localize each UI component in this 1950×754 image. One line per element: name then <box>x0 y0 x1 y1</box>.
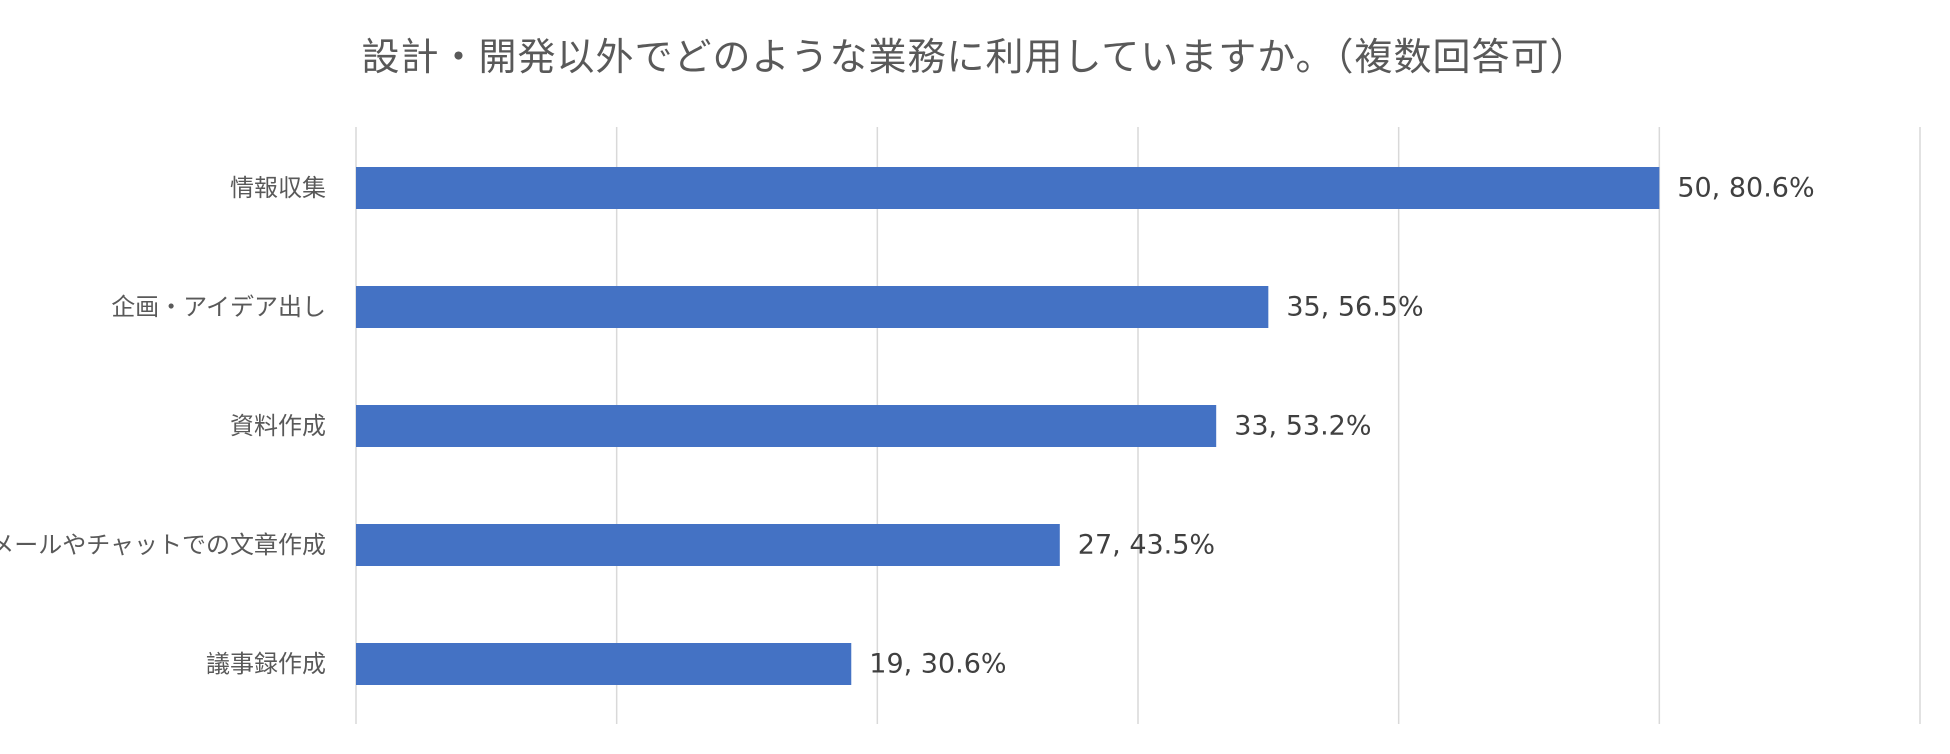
bar <box>356 405 1217 447</box>
category-label: 資料作成 <box>230 412 326 440</box>
bar <box>356 524 1060 566</box>
data-label: 33, 53.2% <box>1234 411 1371 442</box>
bar <box>356 167 1660 209</box>
category-label: 議事録作成 <box>206 650 326 678</box>
data-label: 27, 43.5% <box>1078 530 1215 561</box>
data-label: 35, 56.5% <box>1286 292 1423 323</box>
bars <box>356 167 1660 685</box>
category-label: メールやチャットでの文章作成 <box>0 531 326 559</box>
data-label: 19, 30.6% <box>869 649 1006 680</box>
chart-title: 設計・開発以外でどのような業務に利用していますか。（複数回答可） <box>361 35 1589 79</box>
bar <box>356 286 1269 328</box>
data-labels: 50, 80.6% 35, 56.5% 33, 53.2% 27, 43.5% 19, … <box>869 173 1814 680</box>
category-label: 情報収集 <box>230 174 326 202</box>
category-label: 企画・アイデア出し <box>111 293 326 321</box>
bar <box>356 643 852 685</box>
data-label: 50, 80.6% <box>1677 173 1814 204</box>
